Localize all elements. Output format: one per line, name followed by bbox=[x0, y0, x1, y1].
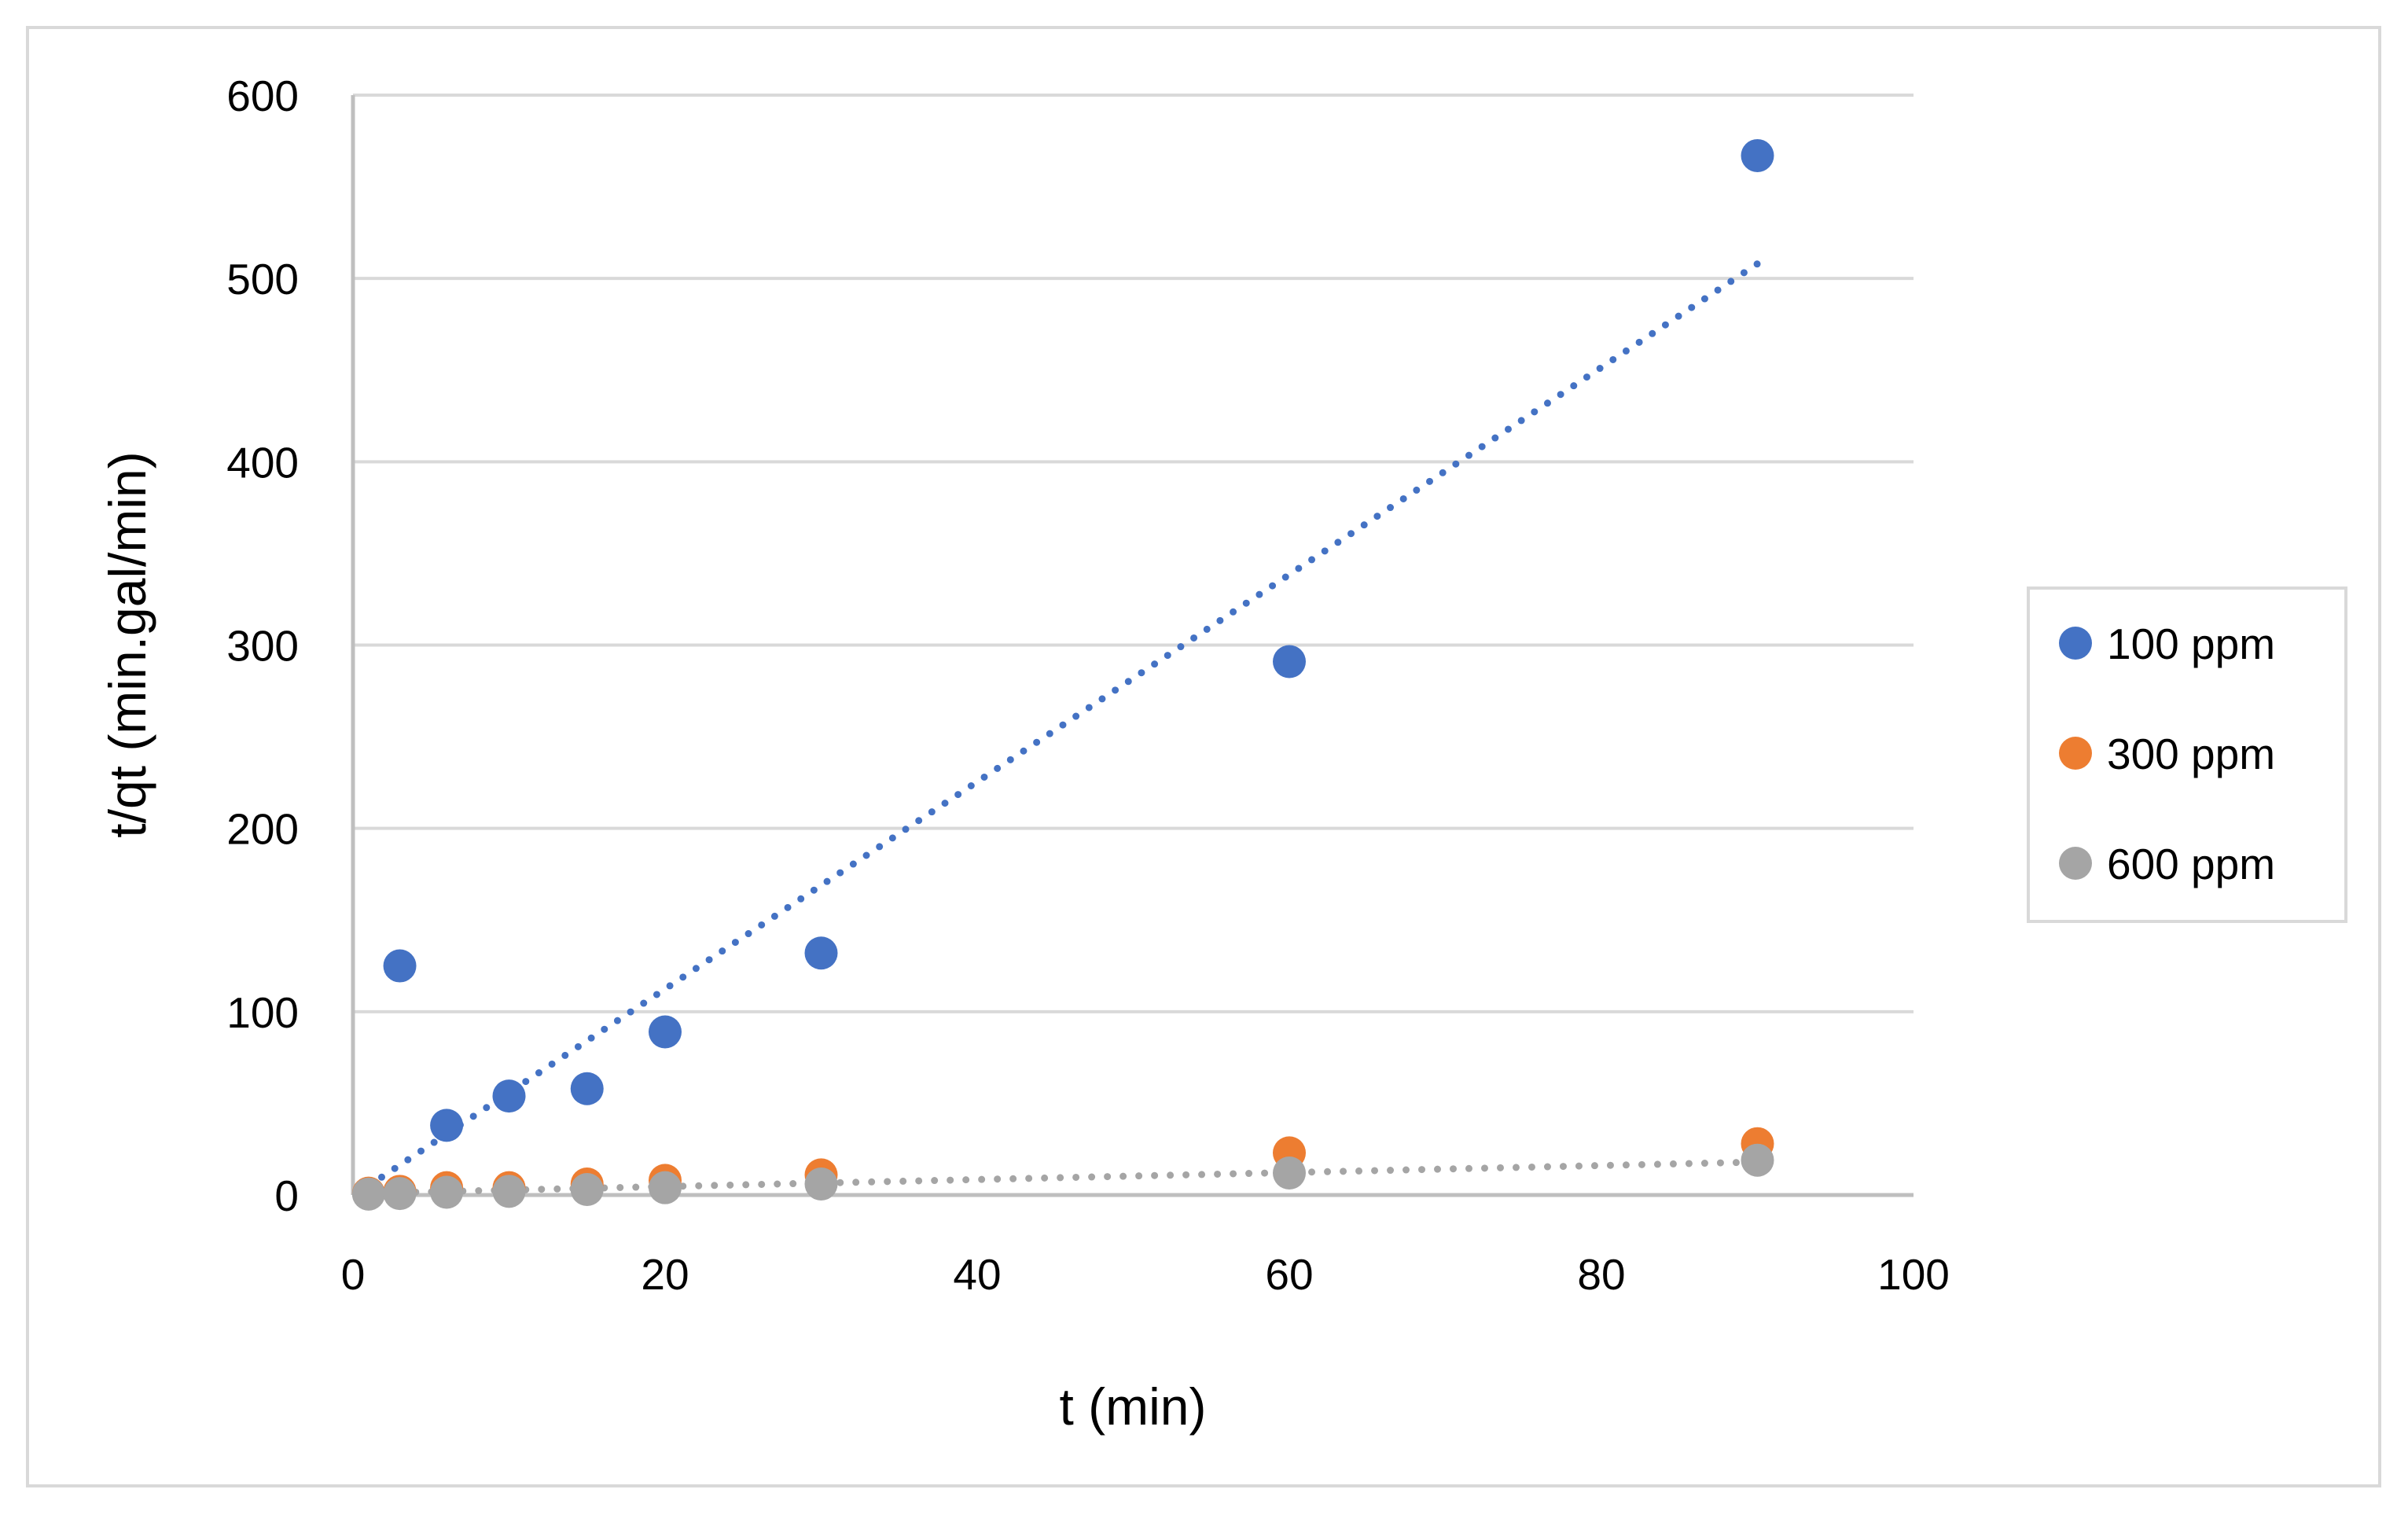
trendline-600-ppm bbox=[365, 1158, 1761, 1197]
data-point-100-ppm bbox=[1273, 645, 1306, 678]
x-tick-label: 80 bbox=[1577, 1250, 1625, 1299]
legend-label: 600 ppm bbox=[2107, 840, 2275, 888]
chart-border bbox=[26, 26, 2381, 1487]
y-tick-label: 0 bbox=[274, 1171, 299, 1220]
data-point-100-ppm bbox=[804, 936, 838, 970]
legend-marker bbox=[2059, 737, 2092, 770]
x-tick-label: 40 bbox=[953, 1250, 1001, 1299]
gridlines bbox=[351, 94, 1914, 1197]
legend-marker bbox=[2059, 627, 2092, 660]
x-tick-labels: 0 20 40 60 80 100 bbox=[341, 1250, 1950, 1299]
y-tick-label: 500 bbox=[226, 255, 299, 303]
data-point-100-ppm bbox=[383, 949, 417, 983]
x-axis-title: t (min) bbox=[1060, 1377, 1207, 1436]
data-point-600-ppm bbox=[430, 1175, 464, 1209]
data-point-100-ppm bbox=[492, 1079, 526, 1113]
legend-marker bbox=[2059, 847, 2092, 880]
legend: 100 ppm 300 ppm 600 ppm bbox=[2027, 587, 2347, 923]
legend-item: 100 ppm bbox=[2059, 620, 2275, 668]
x-tick-label: 20 bbox=[641, 1250, 689, 1299]
y-tick-label: 200 bbox=[226, 805, 299, 854]
y-tick-label: 600 bbox=[226, 72, 299, 120]
data-point-600-ppm bbox=[492, 1175, 526, 1208]
trendline-100-ppm bbox=[365, 260, 1761, 1190]
data-point-600-ppm bbox=[383, 1177, 417, 1211]
legend-item: 600 ppm bbox=[2059, 840, 2275, 888]
data-points bbox=[351, 138, 1774, 1211]
legend-item: 300 ppm bbox=[2059, 730, 2275, 778]
trendlines bbox=[365, 260, 1761, 1197]
data-point-100-ppm bbox=[570, 1072, 604, 1105]
x-tick-label: 60 bbox=[1265, 1250, 1313, 1299]
x-tick-label: 0 bbox=[341, 1250, 366, 1299]
data-point-100-ppm bbox=[649, 1015, 682, 1049]
x-tick-label: 100 bbox=[1877, 1250, 1950, 1299]
legend-label: 300 ppm bbox=[2107, 730, 2275, 778]
y-axis-title: t/qt (min.gal/min) bbox=[98, 451, 156, 837]
data-point-600-ppm bbox=[351, 1177, 385, 1211]
y-tick-label: 300 bbox=[226, 622, 299, 671]
data-point-100-ppm bbox=[1741, 138, 1774, 172]
data-point-600-ppm bbox=[1273, 1156, 1306, 1190]
data-point-600-ppm bbox=[804, 1168, 838, 1201]
y-tick-label: 100 bbox=[226, 988, 299, 1037]
data-point-600-ppm bbox=[1741, 1143, 1774, 1177]
data-point-100-ppm bbox=[430, 1109, 464, 1142]
y-tick-label: 400 bbox=[226, 438, 299, 487]
data-point-600-ppm bbox=[570, 1173, 604, 1207]
y-tick-labels: 0 100 200 300 400 500 600 bbox=[226, 72, 299, 1220]
data-point-600-ppm bbox=[649, 1171, 682, 1204]
legend-label: 100 ppm bbox=[2107, 620, 2275, 668]
